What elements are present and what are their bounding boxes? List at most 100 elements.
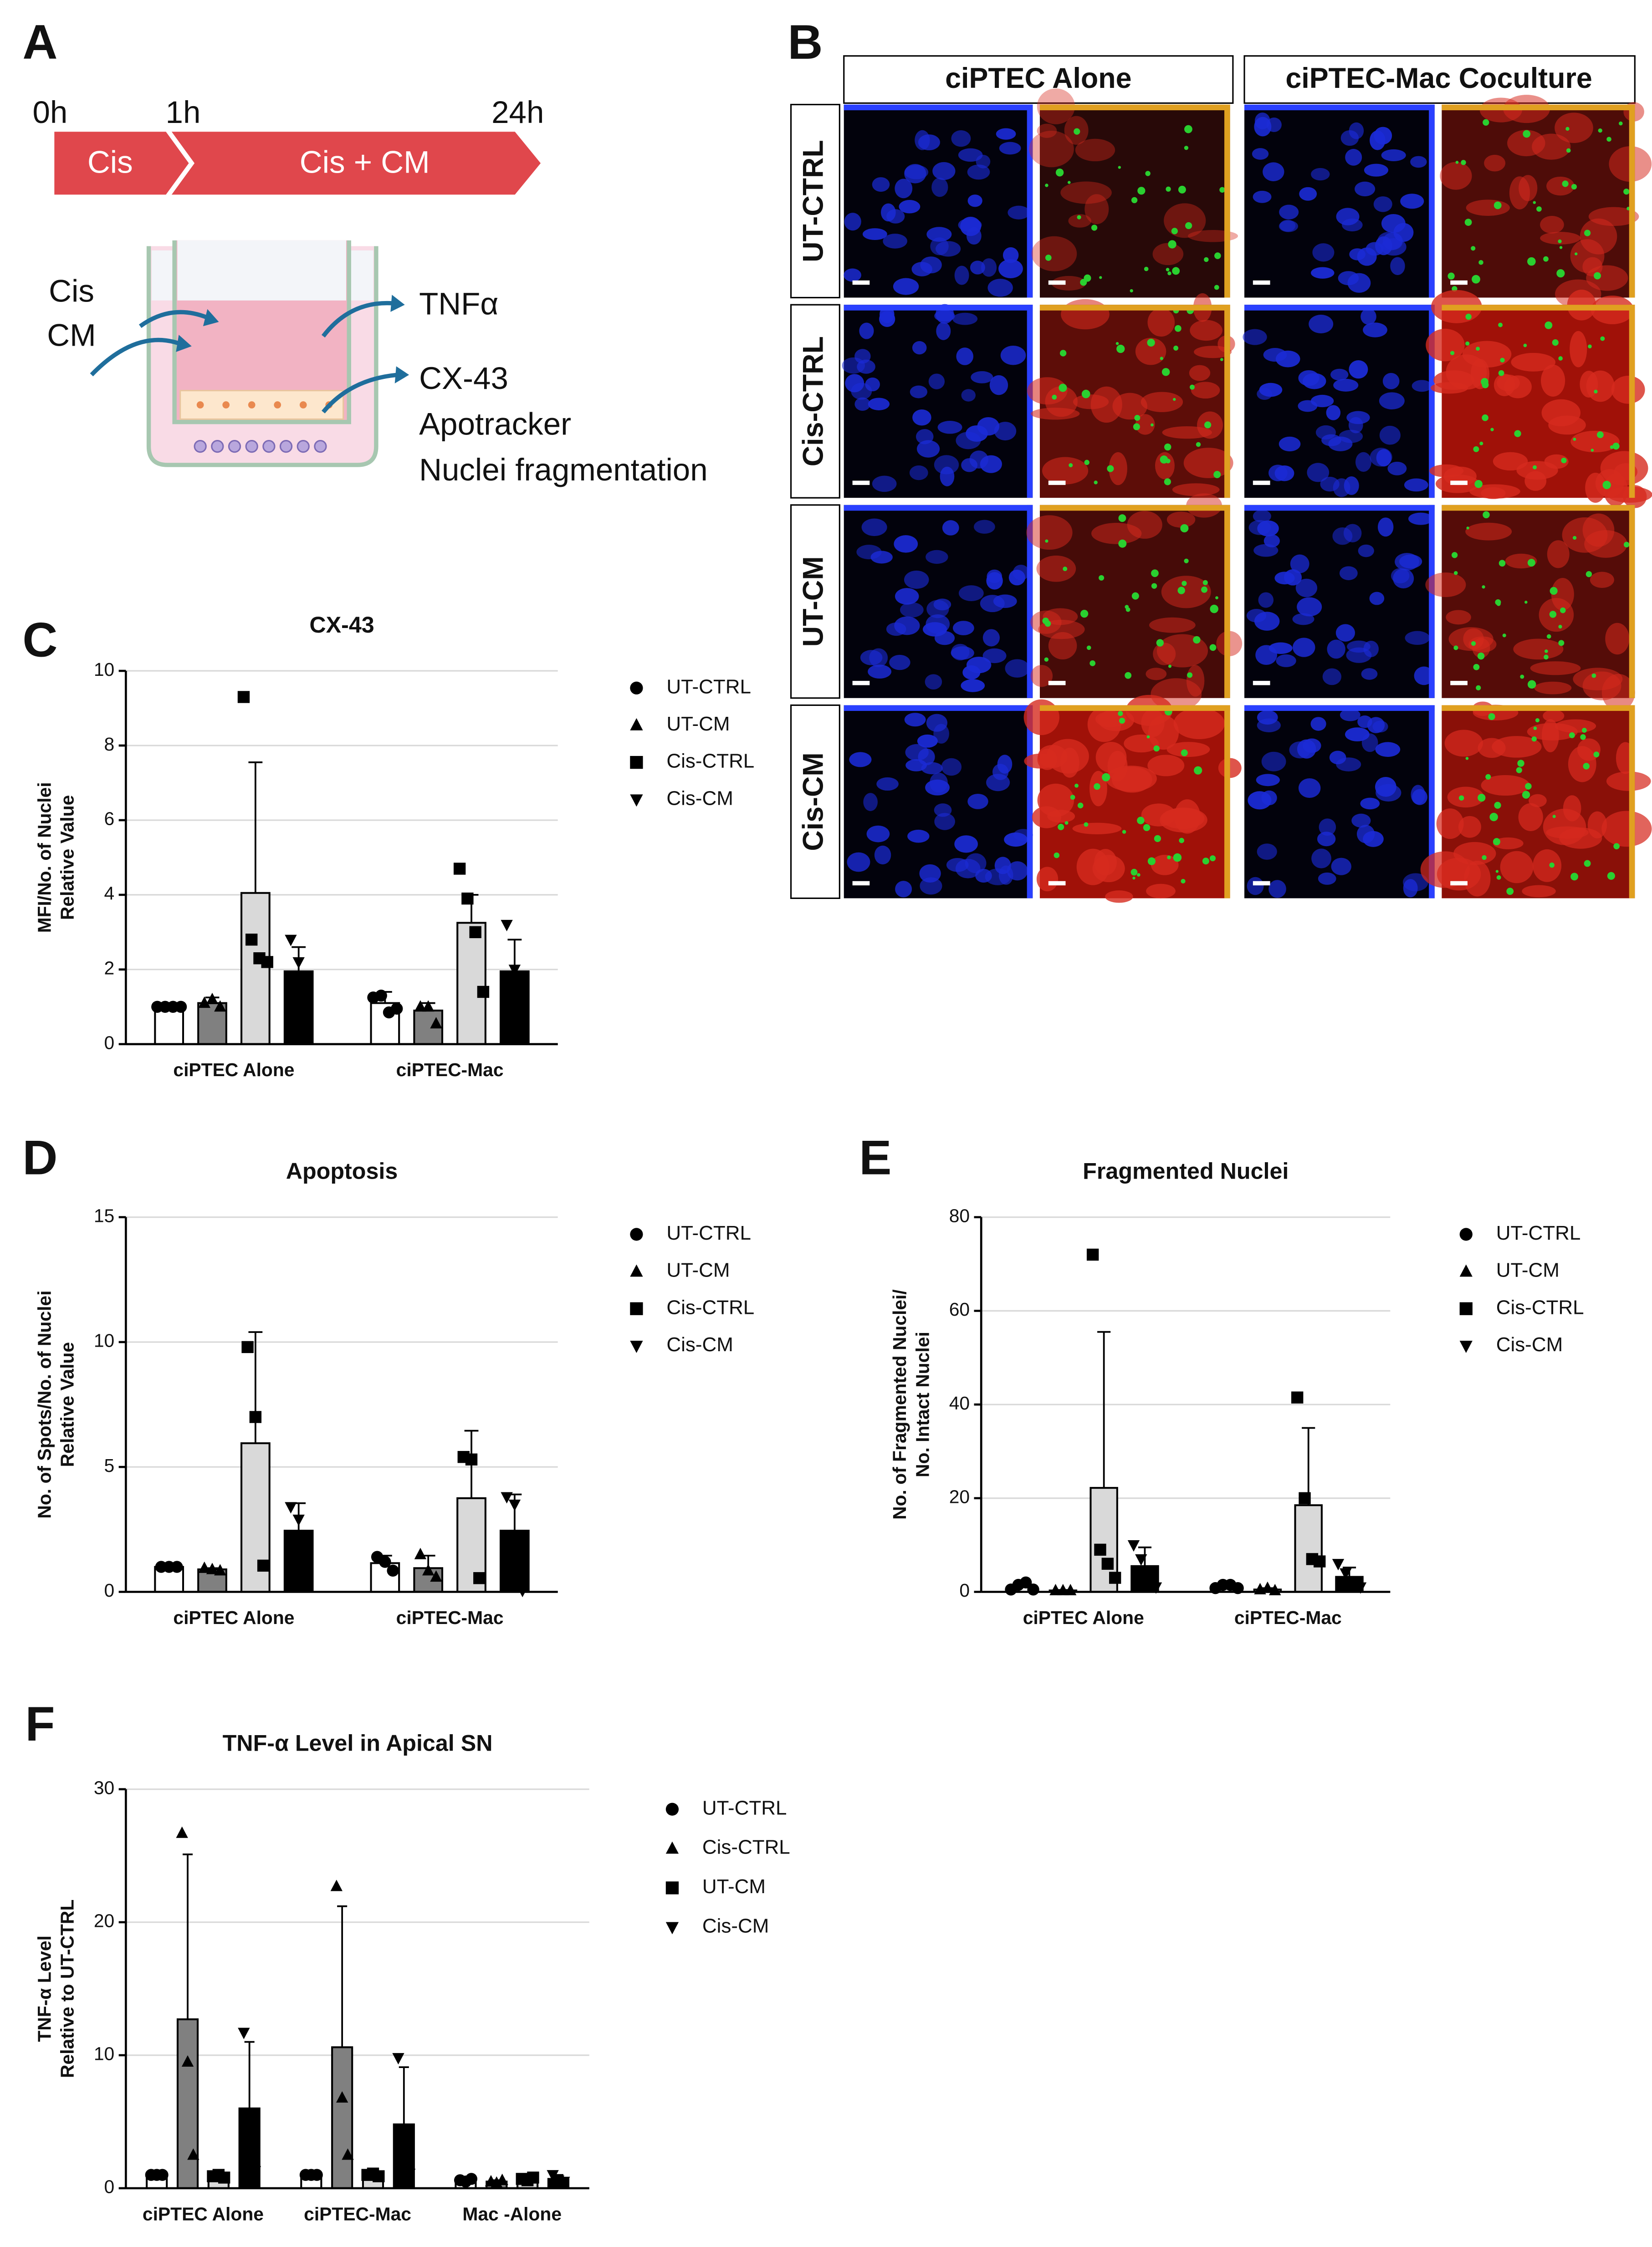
red-blob [1037, 749, 1057, 770]
red-blob [1186, 665, 1205, 697]
y-axis-label: No. Intact Nuclei [912, 1332, 933, 1477]
nucleus [1340, 130, 1359, 146]
green-dot [1202, 580, 1208, 585]
nucleus [1358, 544, 1374, 557]
projection [1442, 104, 1635, 111]
red-blob [1037, 783, 1074, 817]
point [292, 1514, 305, 1526]
point [477, 986, 490, 998]
nucleus [1376, 784, 1401, 802]
point [1354, 1582, 1367, 1594]
red-blob [1464, 860, 1491, 897]
green-dot [1464, 219, 1472, 226]
nucleus [926, 227, 952, 242]
nucleus [911, 262, 932, 276]
green-dot [1476, 347, 1480, 351]
nucleus [980, 595, 1005, 613]
red-blob [1076, 848, 1110, 885]
point [214, 1564, 226, 1576]
chart-title: CX-43 [309, 612, 374, 638]
green-dot [1168, 240, 1176, 249]
green-dot [1593, 751, 1600, 758]
red-blob [1042, 457, 1089, 485]
legend-label: UT-CM [666, 713, 730, 735]
nucleus [1263, 534, 1280, 547]
red-blob [1029, 131, 1074, 168]
nucleus [1410, 156, 1427, 168]
red-blob [1447, 786, 1484, 808]
nucleus [925, 674, 942, 689]
nucleus [904, 164, 926, 184]
point [465, 1453, 478, 1466]
y-tick-label: 15 [94, 1205, 114, 1226]
nucleus [1289, 741, 1311, 759]
green-dot [1173, 345, 1179, 351]
green-dot [1102, 773, 1110, 781]
green-dot [1561, 457, 1567, 464]
scale-bar [1450, 280, 1468, 285]
bar [154, 1006, 184, 1045]
green-dot [1184, 558, 1189, 563]
nucleus [961, 389, 976, 402]
green-dot [1525, 783, 1532, 790]
y-tick-label: 10 [94, 1330, 114, 1351]
nucleus [1341, 218, 1363, 232]
red-blob [1547, 540, 1570, 568]
green-dot [1125, 672, 1132, 679]
y-tick-label: 0 [104, 2176, 115, 2197]
nucleus [982, 648, 1007, 664]
green-dot [1545, 649, 1548, 653]
green-dot [1584, 230, 1591, 236]
nucleus [1361, 733, 1378, 752]
legend-label: Cis-CTRL [666, 750, 754, 772]
red-blob [1466, 199, 1510, 216]
time-label: 1h [166, 94, 201, 130]
red-blob [1153, 643, 1176, 665]
red-blob [1190, 320, 1222, 341]
point [414, 1000, 427, 1012]
green-dot [1080, 609, 1089, 618]
legend-marker [1459, 1302, 1473, 1315]
nucleus [1000, 346, 1026, 365]
green-dot [1144, 266, 1149, 271]
red-blob [1440, 162, 1472, 190]
legend-marker [1459, 1264, 1473, 1277]
red-blob [1036, 867, 1059, 892]
point [1314, 1555, 1326, 1568]
green-dot [1575, 252, 1578, 255]
green-dot [1602, 480, 1611, 490]
nucleus [933, 598, 951, 611]
nucleus [1395, 553, 1419, 571]
projection [1039, 305, 1230, 311]
green-dot [1533, 726, 1537, 730]
row-label-box [790, 103, 840, 299]
nucleus [1298, 778, 1321, 798]
projection [1224, 305, 1230, 498]
red-blob [1151, 854, 1179, 875]
green-dot [1478, 794, 1486, 802]
nucleus [1322, 668, 1342, 685]
red-blob [1023, 699, 1059, 735]
green-dot [1569, 732, 1575, 738]
nucleus [1008, 205, 1030, 220]
point [527, 2171, 539, 2184]
green-dot [1166, 268, 1170, 271]
nucleus [1007, 861, 1028, 881]
green-dot [1465, 313, 1472, 320]
nucleus [1381, 149, 1406, 161]
legend-label: Cis-CM [666, 787, 733, 809]
green-dot [1474, 480, 1483, 488]
row-label: UT-CTRL [798, 140, 829, 262]
y-axis-label: MFI/No. of Nuclei [34, 782, 55, 933]
bar [393, 2123, 415, 2189]
nucleus [1366, 242, 1384, 256]
green-dot [1171, 228, 1178, 235]
red-blob [1546, 176, 1575, 196]
green-dot [1118, 711, 1123, 716]
nucleus [893, 278, 919, 295]
green-dot [1514, 430, 1521, 437]
nucleus [952, 312, 978, 325]
red-blob [1606, 771, 1651, 791]
green-dot [1473, 446, 1479, 452]
green-dot [1560, 607, 1566, 613]
